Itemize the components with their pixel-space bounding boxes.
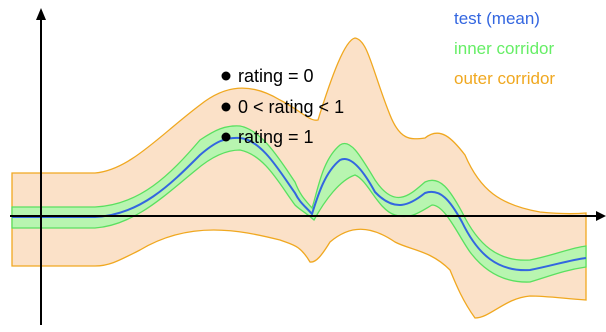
y-axis-arrowhead bbox=[36, 8, 46, 20]
legend-outer-corridor: outer corridor bbox=[454, 69, 555, 88]
mean-curve bbox=[12, 136, 587, 272]
legend-mean: test (mean) bbox=[454, 9, 540, 28]
inner-corridor-band bbox=[11, 125, 587, 283]
bullet-rating-zero bbox=[221, 71, 231, 81]
legend-inner-corridor: inner corridor bbox=[454, 39, 554, 58]
bullet-rating-one bbox=[221, 132, 231, 142]
label-rating-zero: rating = 0 bbox=[238, 66, 314, 86]
outer-corridor-band bbox=[11, 37, 587, 319]
label-rating-one: rating = 1 bbox=[238, 127, 314, 147]
bullet-rating-between bbox=[221, 102, 231, 112]
x-axis-arrowhead bbox=[596, 211, 606, 221]
label-rating-between: 0 < rating < 1 bbox=[238, 97, 344, 117]
